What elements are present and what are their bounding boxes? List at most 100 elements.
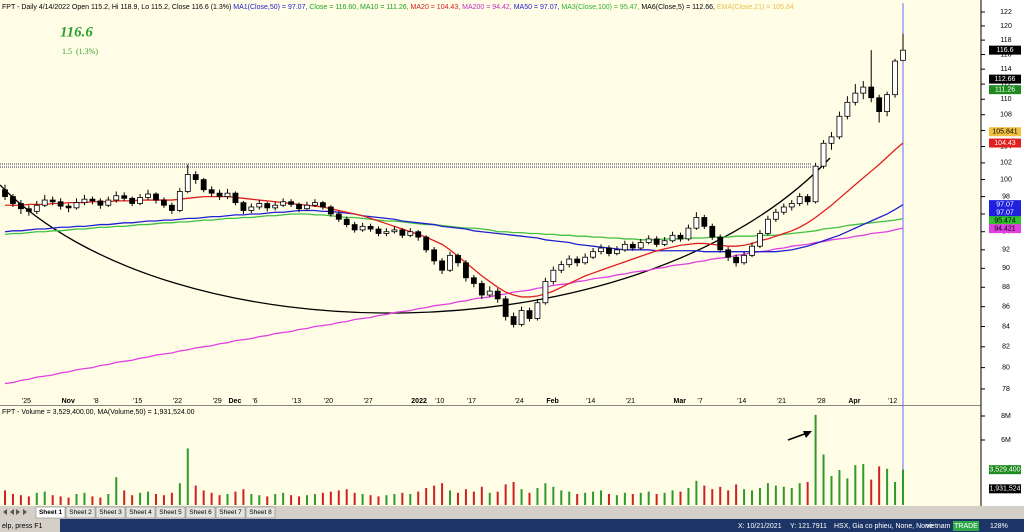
sheet-tab[interactable]: [65, 506, 96, 519]
volume-bar: [623, 492, 626, 505]
volume-bar: [600, 490, 603, 505]
header-segment: Close = 116.60,: [309, 4, 360, 11]
candle-body: [669, 234, 676, 242]
volume-bar: [234, 491, 237, 505]
volume-bar: [282, 492, 285, 505]
value-box: [989, 45, 1021, 55]
volume-bar: [321, 492, 324, 505]
header-segment: MA50 = 97.07,: [514, 4, 562, 11]
x-tick-label: '27: [364, 398, 373, 405]
volume-bar: [361, 493, 364, 505]
value-box: [989, 484, 1021, 494]
candle-body: [717, 236, 724, 251]
header-segment: EMA(Close,21) = 105.84: [717, 4, 794, 11]
candle-body: [10, 196, 16, 204]
arrow-head: [803, 431, 812, 438]
volume-bar: [663, 492, 666, 505]
volume-bar: [798, 483, 801, 505]
value-box: [989, 216, 1021, 226]
volume-bar: [607, 493, 610, 505]
volume-bar: [19, 495, 22, 505]
value-box: [989, 200, 1021, 210]
y-tick-label: 6M: [1001, 437, 1011, 444]
volume-bar: [528, 492, 531, 505]
volume-bar: [878, 466, 881, 505]
volume-bar: [806, 481, 809, 505]
candle-body: [693, 217, 700, 229]
volume-bar: [417, 491, 420, 505]
value-box: [989, 127, 1021, 137]
sheet-tab[interactable]: [125, 506, 156, 519]
volume-bar: [385, 495, 388, 505]
sheet-tab-label[interactable]: Sheet 1: [39, 509, 63, 516]
status-mode: TRADE: [954, 523, 978, 530]
candle-body: [741, 254, 747, 264]
candle-body: [494, 290, 501, 300]
price-panel: [0, 0, 981, 398]
volume-bar: [441, 483, 444, 505]
sheet-tab[interactable]: [35, 506, 66, 519]
header-segment: MA1(Close,50) = 97.07,: [233, 4, 309, 11]
x-tick-label: '13: [292, 398, 301, 405]
sheet-tab-label[interactable]: Sheet 7: [219, 509, 242, 516]
volume-bar: [210, 492, 213, 505]
volume-bar: [496, 491, 499, 505]
sheet-tab-label[interactable]: Sheet 2: [69, 509, 92, 516]
candle-body: [566, 258, 573, 266]
y-tick-label: 108: [1000, 112, 1012, 119]
candle-body: [900, 49, 906, 61]
volume-bar: [154, 493, 157, 505]
candle-body: [677, 234, 684, 240]
volume-bar: [743, 489, 746, 505]
volume-bar: [27, 496, 30, 505]
volume-bar: [99, 497, 102, 505]
candle-body: [534, 302, 541, 319]
volume-bar: [274, 493, 277, 505]
sheet-tab[interactable]: [155, 506, 186, 519]
x-tick-label: Nov: [62, 398, 75, 405]
volume-bar: [178, 483, 181, 505]
candle-body: [661, 240, 668, 245]
volume-bar: [894, 481, 897, 505]
volume-bar: [250, 493, 253, 505]
sheet-tab-label[interactable]: Sheet 3: [99, 509, 122, 516]
header-segment: MA20 = 104.43,: [411, 4, 463, 11]
sheet-tab-label[interactable]: Sheet 6: [189, 509, 212, 516]
x-tick-label: '12: [888, 398, 897, 405]
volume-bar: [758, 487, 761, 505]
volume-bar: [369, 495, 372, 505]
volume-bar: [464, 489, 467, 505]
sheet-tab[interactable]: [215, 506, 246, 519]
volume-bar: [298, 496, 301, 505]
sheet-tab[interactable]: [245, 506, 276, 519]
candle-body: [550, 269, 557, 282]
candle-body: [168, 204, 175, 211]
sheet-tab[interactable]: [95, 506, 126, 519]
volume-bar: [838, 469, 841, 505]
y-tick-label: 82: [1002, 344, 1010, 351]
volume-bar: [433, 485, 436, 505]
x-tick-label: '21: [777, 398, 786, 405]
sheet-tab-label[interactable]: Sheet 4: [129, 509, 152, 516]
volume-bar: [4, 490, 6, 505]
volume-bar: [504, 484, 507, 505]
volume-bar: [560, 490, 563, 505]
candle-body: [375, 228, 382, 234]
sheet-tab-label[interactable]: Sheet 8: [249, 509, 272, 516]
sheet-tab[interactable]: [185, 506, 216, 519]
candle-body: [868, 86, 875, 99]
x-tick-label: 2022: [411, 398, 427, 405]
candle-body: [81, 198, 88, 204]
sheet-tab-label[interactable]: Sheet 5: [159, 509, 182, 516]
candle-body: [176, 191, 183, 211]
ma-line: [4, 213, 904, 241]
volume-bar: [43, 491, 46, 505]
candle-body: [486, 290, 493, 296]
candle-body: [129, 197, 136, 204]
x-tick-label: Feb: [546, 398, 558, 405]
x-tick-label: '17: [467, 398, 476, 405]
candle-body: [884, 94, 891, 113]
volume-bar: [107, 493, 110, 505]
candle-body: [57, 201, 64, 207]
candle-body: [542, 281, 549, 304]
